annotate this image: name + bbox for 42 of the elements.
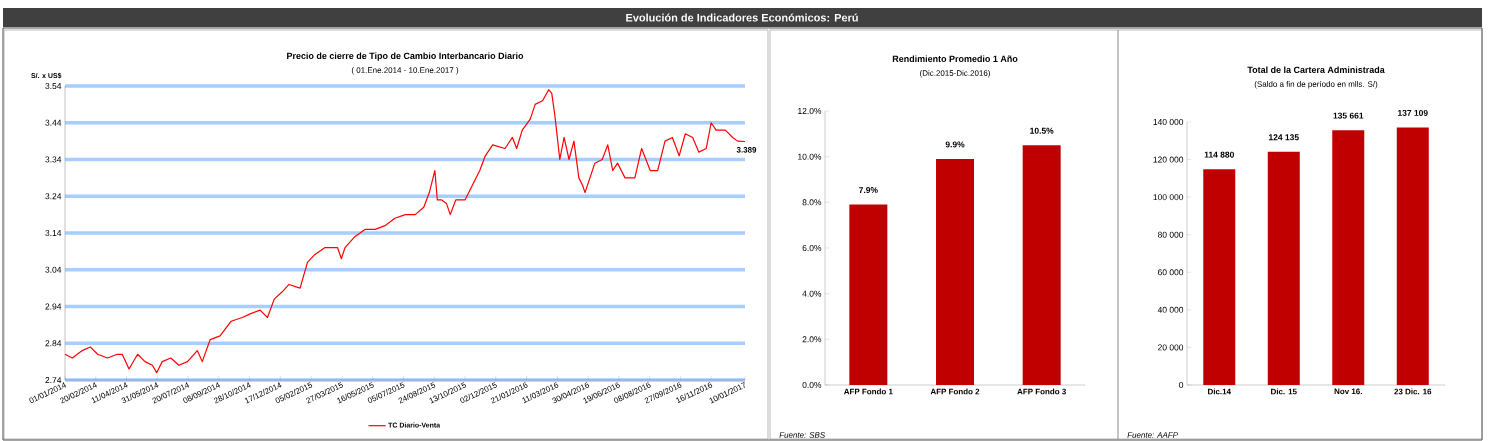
y-tick-label: 120 000 (1153, 156, 1184, 163)
bar (1396, 127, 1429, 385)
chart-title: Total de la Cartera Administrada (1247, 66, 1385, 73)
bar (1203, 169, 1236, 385)
y-tick-label: 3.24 (45, 193, 62, 200)
y-tick-label: 60 000 (1158, 269, 1184, 276)
y-tick-label: 2.0% (802, 336, 822, 343)
y-tick-label: 3.44 (45, 119, 62, 126)
y-tick-label: 3.04 (45, 266, 62, 273)
y-tick-label: 12.0% (798, 108, 822, 114)
y-tick-label: 4.0% (802, 290, 822, 297)
chart-title: Rendimiento Promedio 1 Año (892, 55, 1018, 62)
y-tick-label: 20 000 (1158, 344, 1184, 351)
bar (1267, 151, 1300, 385)
y-tick-label: 2.94 (45, 303, 62, 310)
data-label: 135 661 (1333, 112, 1364, 119)
data-label: 10.5% (1030, 127, 1054, 134)
y-tick-label: 80 000 (1157, 231, 1184, 238)
data-label: 137 109 (1397, 109, 1428, 116)
chart-title: Precio de cierre de Tipo de Cambio Interbancario Diario (287, 52, 524, 61)
y-tick-label: 3.14 (45, 230, 62, 236)
bar (849, 204, 888, 385)
y-tick-label: 100 000 (1153, 194, 1184, 201)
y-tick-label: 3.54 (45, 83, 62, 89)
bar (1332, 130, 1365, 385)
y-tick-label: 10.0% (798, 153, 822, 160)
y-tick-label: 0 (1179, 382, 1184, 388)
data-label: 114 880 (1204, 151, 1234, 158)
y-tick-label: 2.74 (45, 377, 62, 383)
bar (1022, 145, 1061, 385)
data-label: 7.9% (859, 187, 878, 194)
text: Evolución de Indicadores Económicos: Perú (626, 13, 858, 22)
data-label: 124 135 (1268, 134, 1299, 141)
y-tick-label: 40 000 (1157, 306, 1184, 313)
y-tick-label: 2.84 (45, 340, 62, 347)
y-tick-label: 8.0% (802, 199, 822, 206)
y-tick-label: 6.0% (802, 245, 822, 251)
data-label: 9.9% (945, 141, 965, 148)
y-tick-label: 140 000 (1153, 119, 1184, 125)
y-tick-label: 0.0% (802, 382, 822, 388)
bar (936, 158, 975, 385)
y-tick-label: 3.34 (45, 156, 62, 163)
